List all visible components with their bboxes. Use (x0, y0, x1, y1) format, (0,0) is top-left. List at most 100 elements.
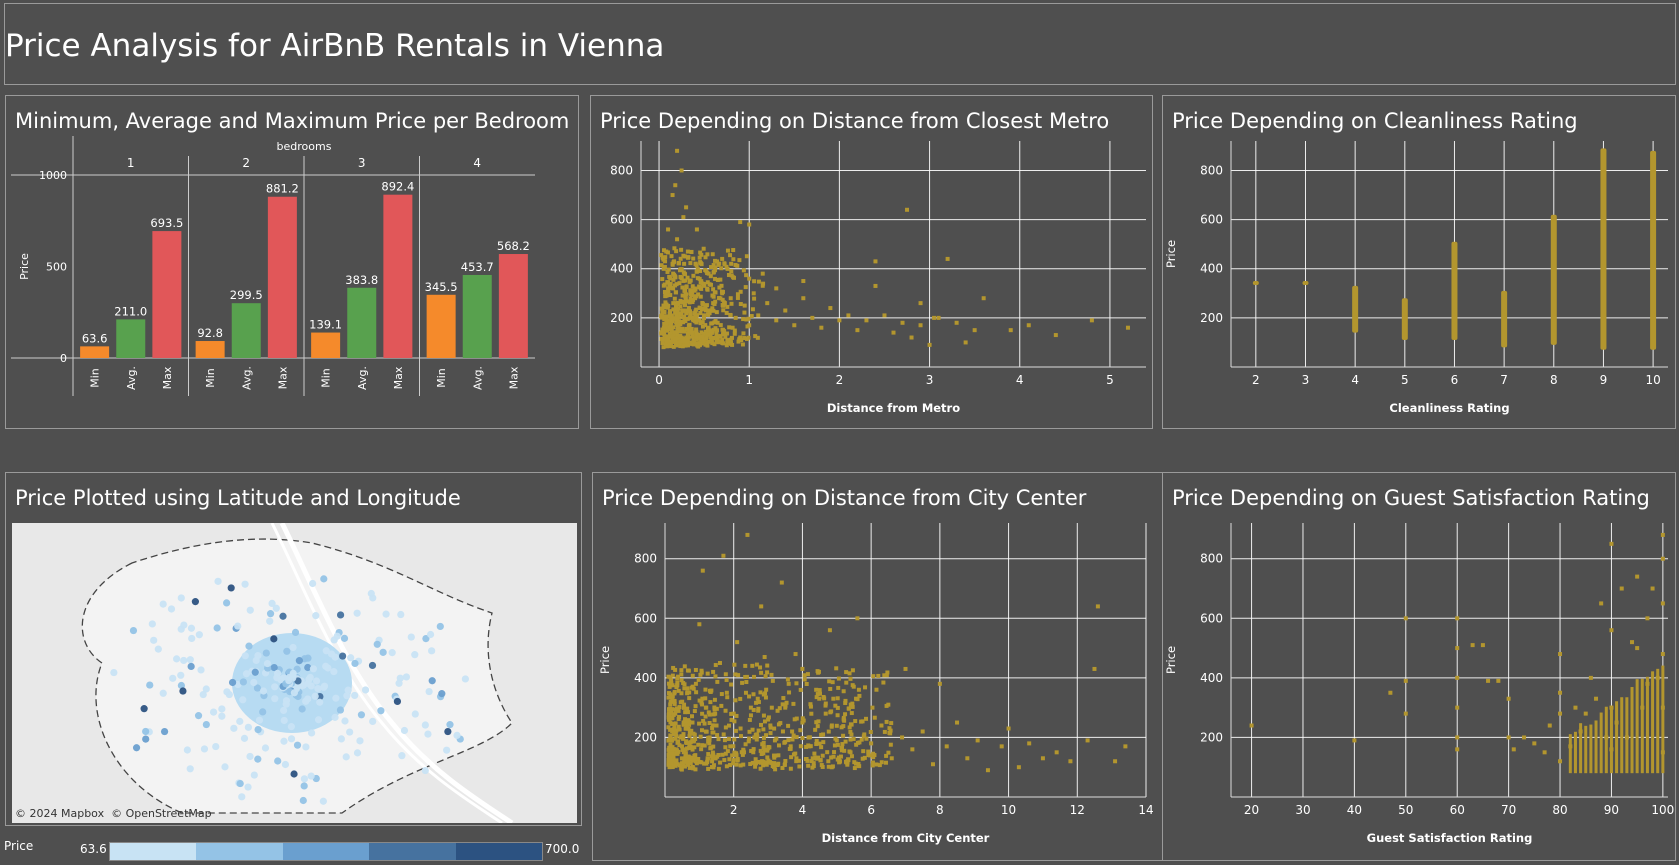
data-point (766, 717, 771, 722)
data-point (708, 700, 713, 705)
price-point (213, 624, 221, 632)
data-point (716, 339, 721, 344)
data-point (684, 326, 689, 331)
data-point (1645, 616, 1650, 621)
measure-label: Max (276, 366, 289, 389)
data-strip (1594, 720, 1598, 774)
data-point (690, 315, 695, 320)
data-point (665, 280, 670, 285)
data-point (730, 753, 735, 758)
data-point (900, 320, 905, 325)
data-point (711, 287, 716, 292)
data-point (751, 750, 756, 755)
data-point (680, 756, 685, 761)
data-point (720, 256, 725, 261)
data-point (681, 270, 686, 275)
data-point (671, 259, 676, 264)
data-point (761, 727, 766, 732)
price-point (274, 757, 282, 765)
data-point (691, 298, 696, 303)
data-point (769, 760, 774, 765)
data-point (889, 756, 894, 761)
data-point (722, 738, 727, 743)
data-point (690, 334, 695, 339)
data-point (872, 715, 877, 720)
data-point (713, 674, 718, 679)
data-point (773, 767, 778, 772)
data-point (790, 737, 795, 742)
data-point (666, 267, 671, 272)
data-point (682, 682, 687, 687)
data-point (686, 758, 691, 763)
price-point (291, 628, 300, 637)
data-point (718, 323, 723, 328)
data-point (719, 703, 724, 708)
data-point (669, 710, 674, 715)
data-point (874, 762, 879, 767)
price-point (254, 726, 262, 734)
data-point (809, 711, 814, 716)
data-point (699, 286, 704, 291)
data-point (918, 323, 923, 328)
data-point (810, 756, 815, 761)
data-point (684, 719, 689, 724)
data-point (673, 183, 678, 188)
data-point (825, 750, 830, 755)
price-point (343, 692, 351, 700)
data-point (801, 279, 806, 284)
data-point (784, 700, 789, 705)
price-point (167, 605, 176, 613)
data-point (836, 676, 841, 681)
data-point (725, 304, 730, 309)
data-point (874, 687, 879, 692)
data-point (680, 326, 685, 331)
data-point (745, 532, 750, 537)
data-point (876, 673, 881, 678)
data-point (672, 691, 677, 696)
price-point (353, 609, 361, 617)
data-point (930, 762, 935, 767)
data-point (665, 305, 670, 310)
data-point (873, 259, 878, 264)
data-point (758, 766, 763, 771)
data-point (688, 740, 693, 745)
price-point (242, 670, 251, 678)
data-point (693, 736, 698, 741)
data-point (675, 237, 680, 242)
data-point (722, 302, 727, 307)
data-point (905, 207, 910, 212)
y-tick-label: 800 (634, 552, 657, 566)
data-point (864, 318, 869, 323)
data-point (764, 733, 769, 738)
data-point (742, 336, 747, 341)
price-point (342, 753, 350, 761)
x-tick-label: 7 (1500, 373, 1508, 387)
data-point (666, 747, 671, 752)
data-point (664, 339, 669, 344)
data-point (812, 751, 817, 756)
price-point (148, 620, 156, 628)
map-view[interactable] (12, 523, 577, 823)
data-point (687, 765, 692, 770)
price-point (234, 622, 242, 630)
data-point (728, 744, 733, 749)
data-point (954, 320, 959, 325)
data-point (750, 727, 755, 732)
bar-value-label: 345.5 (425, 280, 458, 294)
data-point (808, 704, 813, 709)
clean-panel: Price Depending on Cleanliness Rating 2 3… (1162, 95, 1676, 429)
data-point (1522, 735, 1527, 740)
price-point (444, 727, 452, 736)
data-point (744, 254, 749, 259)
data-point (783, 703, 788, 708)
data-point (707, 738, 712, 743)
data-point (724, 264, 729, 269)
data-point (694, 690, 699, 695)
data-point (683, 754, 688, 759)
data-point (682, 686, 687, 691)
data-point (720, 338, 725, 343)
data-point (687, 722, 692, 727)
price-point (253, 684, 262, 692)
data-point (670, 721, 675, 726)
